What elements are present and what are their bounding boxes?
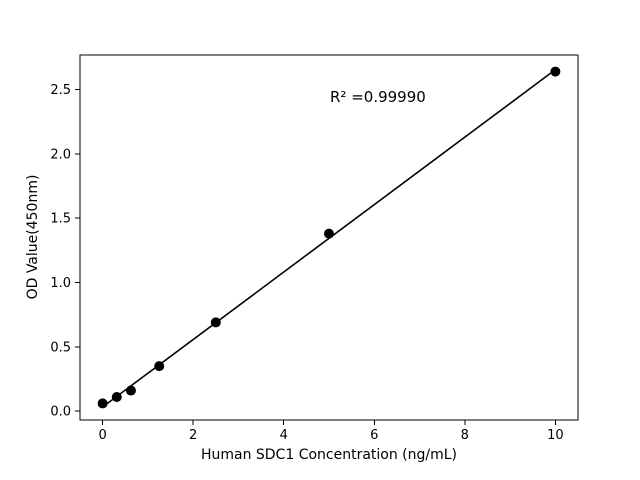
svg-text:2.0: 2.0: [50, 147, 71, 162]
r-squared-annotation: R² =0.99990: [330, 88, 426, 106]
svg-text:0.5: 0.5: [50, 340, 71, 355]
svg-text:8: 8: [461, 428, 469, 443]
y-axis-label: OD Value(450nm): [25, 174, 41, 300]
x-axis-label: Human SDC1 Concentration (ng/mL): [200, 447, 458, 463]
svg-text:0.0: 0.0: [50, 405, 71, 420]
svg-text:1.0: 1.0: [50, 276, 71, 291]
svg-text:0: 0: [98, 428, 106, 443]
svg-text:6: 6: [370, 428, 378, 443]
svg-text:10: 10: [547, 428, 564, 443]
svg-text:4: 4: [280, 428, 288, 443]
svg-text:2.5: 2.5: [50, 83, 71, 98]
svg-text:2: 2: [189, 428, 197, 443]
svg-text:1.5: 1.5: [50, 212, 71, 227]
